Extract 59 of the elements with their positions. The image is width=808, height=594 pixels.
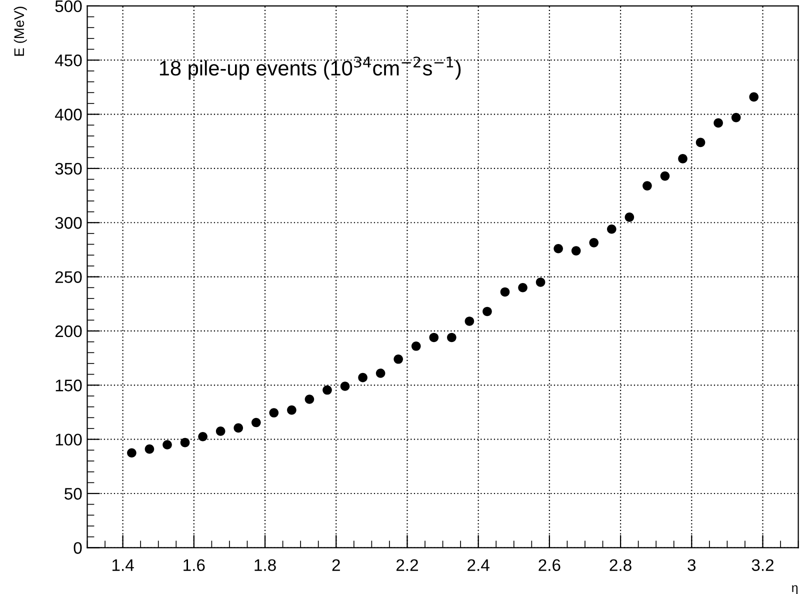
y-tick-label: 150 [56,380,82,392]
y-tick-label: 450 [54,54,82,66]
point [642,181,652,190]
y-tick-label: 400 [54,108,82,120]
point [127,448,136,458]
y-tick-label: 350 [55,162,82,175]
y-tick-label: 200 [55,325,82,338]
point [411,341,421,351]
point [589,238,599,248]
x-tick-label: 2.2 [396,559,418,571]
point [340,382,350,391]
point [606,224,616,234]
point [251,418,261,428]
point [696,138,706,148]
point [678,154,688,164]
y-tick-label: 0 [74,542,82,554]
y-tick-label: 100 [56,434,82,446]
annotation: 18 pile-up events (10$^{34}$cm$^{−2}$s$^{−1}$) [160,56,461,80]
point [358,372,368,382]
point [447,332,456,342]
x-tick-label: 3.2 [752,559,774,572]
point [269,408,279,418]
point [180,438,190,448]
point [287,405,296,415]
point [518,282,528,292]
x-tick-label: 1.4 [112,559,134,571]
point [660,171,670,181]
point [376,368,386,378]
point [624,212,634,222]
y-axis-title: E (MeV) [14,6,27,56]
point [162,440,172,450]
point [554,244,563,254]
x-tick-label: 2.8 [610,559,632,572]
point [500,287,510,297]
point [234,423,244,433]
point [482,306,492,316]
y-tick-label: 250 [55,271,82,284]
x-tick-label: 2 [332,559,340,571]
point [571,246,581,256]
point [429,332,439,342]
point [322,385,332,395]
point [731,112,741,122]
point [198,432,208,442]
y-tick-label: 300 [55,217,82,229]
point [394,354,404,364]
x-tick-label: 1.8 [254,559,276,572]
point [304,394,314,404]
point [714,118,723,128]
x-tick-label: 2.4 [468,559,490,571]
y-tick-label: 50 [64,488,82,500]
x-tick-label: 3 [688,559,696,572]
x-tick-label: 1.6 [184,559,205,572]
point [144,444,154,454]
x-tick-label: 2.6 [538,559,560,572]
y-tick-label: 500 [55,0,82,12]
point [749,92,759,102]
point [216,426,226,436]
point [464,316,474,326]
point [536,278,546,287]
